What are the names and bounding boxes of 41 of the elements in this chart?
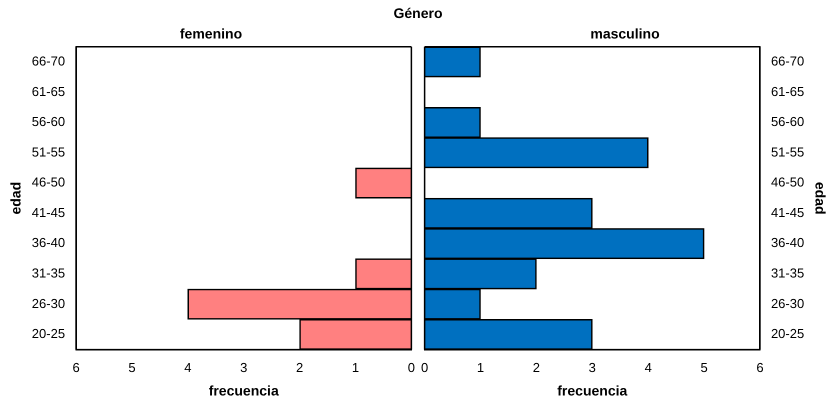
x-tick-label: 2 — [532, 360, 540, 375]
y-tick-label: 26-30 — [32, 296, 66, 311]
y-axis-title: edad — [812, 182, 829, 215]
chart-title: masculino — [590, 25, 660, 42]
y-tick-label: 56-60 — [770, 114, 804, 130]
y-tick-label: 46-50 — [770, 174, 804, 190]
y-tick-label: 51-55 — [770, 144, 804, 160]
x-tick-label: 2 — [296, 360, 304, 375]
y-tick-label: 66-70 — [770, 54, 804, 69]
y-tick-label: 31-35 — [770, 265, 804, 280]
y-tick-label: 20-25 — [770, 326, 804, 342]
x-tick-label: 4 — [644, 360, 652, 375]
x-axis-title: frecuencia — [208, 382, 279, 398]
x-tick-label: 0 — [421, 360, 428, 375]
y-tick-label: 66-70 — [32, 54, 66, 69]
y-tick-label: 36-40 — [32, 235, 66, 250]
y-tick-label: 31-35 — [32, 265, 66, 280]
y-tick-label: 51-55 — [32, 144, 66, 160]
y-tick-label: 46-50 — [32, 174, 66, 190]
chart-title: femenino — [180, 25, 242, 42]
y-tick-label: 20-25 — [32, 326, 66, 342]
x-tick-label: 1 — [352, 360, 360, 375]
x-tick-label: 5 — [128, 360, 136, 375]
y-axis-title: edad — [7, 182, 24, 215]
x-tick-label: 6 — [756, 360, 764, 375]
x-tick-label: 1 — [476, 360, 484, 375]
y-tick-label: 61-65 — [770, 84, 804, 99]
x-tick-label: 0 — [408, 360, 415, 375]
x-tick-label: 3 — [240, 360, 248, 375]
y-tick-label: 56-60 — [32, 114, 66, 130]
text: Género — [393, 5, 442, 21]
y-tick-label: 26-30 — [770, 296, 804, 311]
x-tick-label: 5 — [700, 360, 708, 375]
x-tick-label: 3 — [588, 360, 596, 375]
y-tick-label: 41-45 — [32, 204, 66, 220]
y-tick-label: 36-40 — [770, 235, 804, 250]
x-tick-label: 6 — [72, 360, 80, 375]
x-tick-label: 4 — [184, 360, 192, 375]
y-tick-label: 41-45 — [770, 204, 804, 220]
x-axis-title: frecuencia — [557, 382, 628, 398]
y-tick-label: 61-65 — [32, 84, 66, 99]
